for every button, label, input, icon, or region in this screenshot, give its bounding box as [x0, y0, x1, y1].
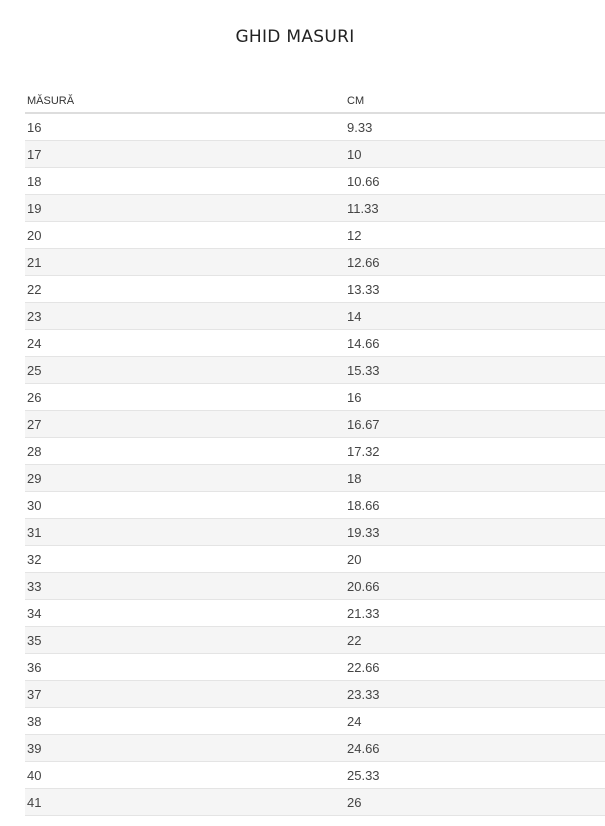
header-cm: CM [345, 90, 605, 114]
table-row: 38 24 [25, 707, 605, 735]
table-row: 29 18 [25, 464, 605, 492]
cm-cell: 20 [345, 545, 605, 573]
table-row: 33 20.66 [25, 572, 605, 600]
table-row: 31 19.33 [25, 518, 605, 546]
size-cell: 37 [25, 680, 345, 708]
table-header-row: MĂSURĂ CM [25, 90, 605, 114]
cm-cell: 10 [345, 140, 605, 168]
cm-cell: 15.33 [345, 356, 605, 384]
size-cell: 35 [25, 626, 345, 654]
size-cell: 33 [25, 572, 345, 600]
table-row: 20 12 [25, 221, 605, 249]
size-cell: 16 [25, 113, 345, 141]
size-cell: 40 [25, 761, 345, 789]
table-row: 28 17.32 [25, 437, 605, 465]
size-cell: 30 [25, 491, 345, 519]
cm-cell: 26 [345, 788, 605, 816]
cm-cell: 14.66 [345, 329, 605, 357]
size-cell: 21 [25, 248, 345, 276]
cm-cell: 12.66 [345, 248, 605, 276]
cm-cell: 10.66 [345, 167, 605, 195]
size-cell: 17 [25, 140, 345, 168]
size-cell: 18 [25, 167, 345, 195]
cm-cell: 24.66 [345, 734, 605, 762]
size-cell: 20 [25, 221, 345, 249]
cm-cell: 24 [345, 707, 605, 735]
table-row: 35 22 [25, 626, 605, 654]
cm-cell: 16 [345, 383, 605, 411]
table-row: 16 9.33 [25, 113, 605, 141]
size-cell: 39 [25, 734, 345, 762]
table-row: 34 21.33 [25, 599, 605, 627]
size-cell: 41 [25, 788, 345, 816]
table-row: 27 16.67 [25, 410, 605, 438]
table-row: 39 24.66 [25, 734, 605, 762]
cm-cell: 20.66 [345, 572, 605, 600]
cm-cell: 21.33 [345, 599, 605, 627]
size-cell: 32 [25, 545, 345, 573]
table-row: 17 10 [25, 140, 605, 168]
size-cell: 25 [25, 356, 345, 384]
size-cell: 24 [25, 329, 345, 357]
size-cell: 36 [25, 653, 345, 681]
table-row: 22 13.33 [25, 275, 605, 303]
page-title: GHID MASURI [235, 27, 355, 47]
cm-cell: 25.33 [345, 761, 605, 789]
table-row: 19 11.33 [25, 194, 605, 222]
size-cell: 26 [25, 383, 345, 411]
size-cell: 27 [25, 410, 345, 438]
size-cell: 29 [25, 464, 345, 492]
cm-cell: 22.66 [345, 653, 605, 681]
table-row: 24 14.66 [25, 329, 605, 357]
size-cell: 23 [25, 302, 345, 330]
size-cell: 38 [25, 707, 345, 735]
cm-cell: 13.33 [345, 275, 605, 303]
cm-cell: 9.33 [345, 113, 605, 141]
size-guide-table: MĂSURĂ CM 16 9.33 17 10 18 10.66 19 11.33 20 12 21… [25, 90, 605, 816]
cm-cell: 22 [345, 626, 605, 654]
table-row: 36 22.66 [25, 653, 605, 681]
size-cell: 31 [25, 518, 345, 546]
size-cell: 28 [25, 437, 345, 465]
cm-cell: 18 [345, 464, 605, 492]
cm-cell: 14 [345, 302, 605, 330]
size-cell: 34 [25, 599, 345, 627]
table-row: 40 25.33 [25, 761, 605, 789]
table-row: 37 23.33 [25, 680, 605, 708]
cm-cell: 11.33 [345, 194, 605, 222]
table-row: 32 20 [25, 545, 605, 573]
header-size: MĂSURĂ [25, 90, 345, 114]
size-cell: 19 [25, 194, 345, 222]
cm-cell: 19.33 [345, 518, 605, 546]
cm-cell: 12 [345, 221, 605, 249]
size-cell: 22 [25, 275, 345, 303]
cm-cell: 18.66 [345, 491, 605, 519]
table-row: 26 16 [25, 383, 605, 411]
table-row: 30 18.66 [25, 491, 605, 519]
table-row: 41 26 [25, 788, 605, 816]
table-row: 25 15.33 [25, 356, 605, 384]
table-row: 23 14 [25, 302, 605, 330]
cm-cell: 17.32 [345, 437, 605, 465]
cm-cell: 23.33 [345, 680, 605, 708]
table-row: 21 12.66 [25, 248, 605, 276]
table-row: 18 10.66 [25, 167, 605, 195]
cm-cell: 16.67 [345, 410, 605, 438]
